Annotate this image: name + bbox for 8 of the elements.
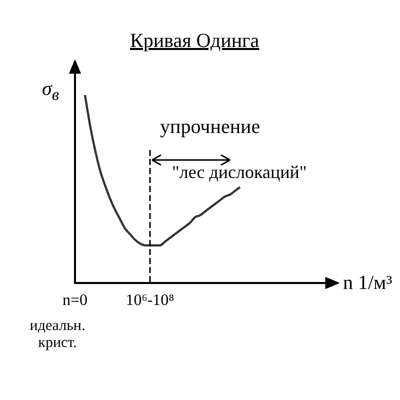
annotation: упрочнение	[160, 116, 260, 139]
text: идеальн. крист.	[28, 318, 86, 352]
x-tick-label: n=0	[62, 292, 88, 309]
text: n 1/м³	[343, 272, 392, 295]
y-axis-title: σ$_{в}$	[42, 78, 60, 105]
x-tick-label: 10⁶-10⁸	[126, 292, 174, 309]
chart-title: Кривая Одинга	[130, 30, 260, 53]
annotation: "лес дислокаций"	[172, 162, 307, 183]
